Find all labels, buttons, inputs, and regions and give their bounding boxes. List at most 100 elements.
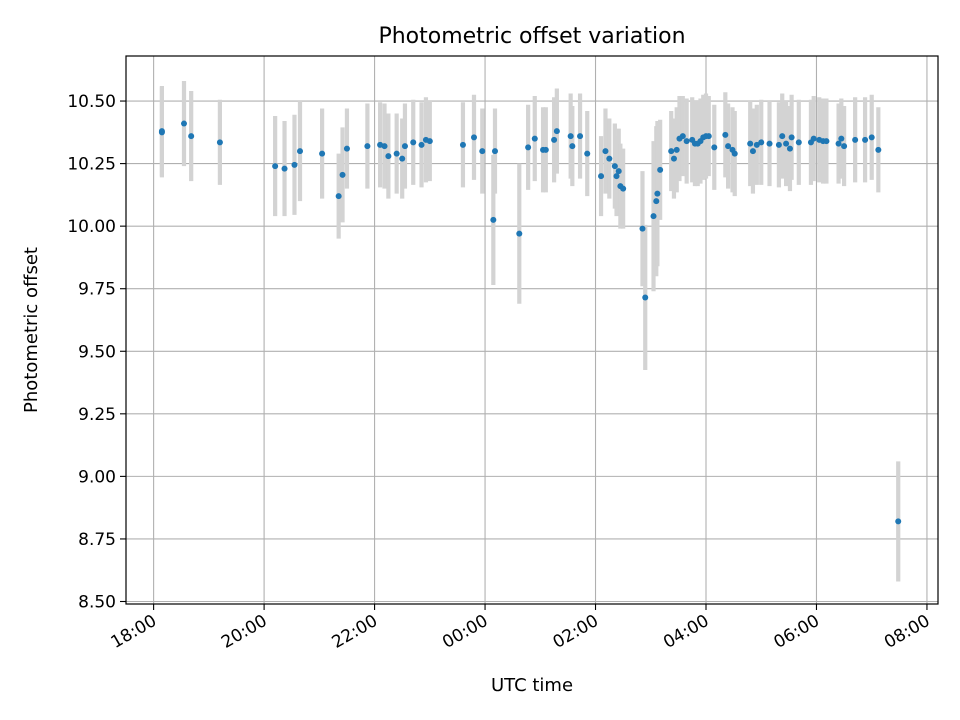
plot-frame xyxy=(125,55,939,605)
data-point xyxy=(639,225,646,232)
y-tick-label: 10.50 xyxy=(67,92,116,112)
data-point xyxy=(216,139,223,146)
data-point xyxy=(788,134,795,141)
data-point xyxy=(657,166,664,173)
data-point xyxy=(725,143,732,150)
y-tick-label: 8.75 xyxy=(78,530,116,550)
data-point xyxy=(525,144,532,151)
data-point xyxy=(862,136,869,143)
data-point xyxy=(426,138,433,145)
x-tick-label: 04:00 xyxy=(660,611,712,653)
data-point xyxy=(650,213,657,220)
data-point xyxy=(711,144,718,151)
x-tick-label: 22:00 xyxy=(329,611,381,653)
y-tick-label: 9.75 xyxy=(78,280,116,300)
error-bars xyxy=(159,81,901,582)
x-tick-label: 06:00 xyxy=(771,611,823,653)
data-point xyxy=(364,143,371,150)
data-point xyxy=(385,153,392,160)
x-axis-label: UTC time xyxy=(491,675,573,696)
data-point xyxy=(823,138,830,145)
data-point xyxy=(272,163,279,170)
data-point xyxy=(297,148,303,155)
x-tick-label: 08:00 xyxy=(881,611,933,653)
data-point xyxy=(418,141,425,148)
y-tick-label: 9.50 xyxy=(78,342,116,362)
x-tick-label: 02:00 xyxy=(550,611,602,653)
data-point xyxy=(758,139,765,146)
data-point xyxy=(838,135,845,142)
y-tick-label: 8.50 xyxy=(78,592,116,612)
data-point xyxy=(868,134,875,141)
data-point xyxy=(459,141,466,148)
data-point xyxy=(747,140,754,147)
data-point xyxy=(722,131,729,138)
data-point xyxy=(553,128,560,135)
data-point xyxy=(606,155,613,162)
data-point xyxy=(835,140,842,147)
data-point xyxy=(673,146,680,153)
data-point xyxy=(653,198,660,205)
data-point xyxy=(399,155,406,162)
data-point xyxy=(181,120,187,127)
y-tick-label: 9.25 xyxy=(78,405,116,425)
data-point xyxy=(567,133,574,140)
data-point xyxy=(810,135,817,142)
data-point xyxy=(598,173,605,180)
data-points xyxy=(158,120,902,525)
data-point xyxy=(642,294,649,301)
data-point xyxy=(343,145,350,152)
data-point xyxy=(749,148,756,155)
data-point xyxy=(335,193,342,200)
data-point xyxy=(393,150,400,157)
data-point xyxy=(401,143,408,150)
data-point xyxy=(479,148,486,155)
data-point xyxy=(281,165,288,172)
data-point xyxy=(319,150,326,157)
data-point xyxy=(613,173,620,180)
data-point xyxy=(670,155,677,162)
data-point xyxy=(577,133,584,140)
x-tick-label: 00:00 xyxy=(439,611,491,653)
data-point xyxy=(766,140,773,147)
data-point xyxy=(620,185,627,192)
data-point xyxy=(584,150,591,157)
data-point xyxy=(188,133,195,140)
data-point xyxy=(875,146,882,153)
data-point xyxy=(516,230,523,237)
data-point xyxy=(705,133,712,140)
data-point xyxy=(491,148,498,155)
data-point xyxy=(841,143,848,150)
data-point xyxy=(551,136,558,143)
data-point xyxy=(158,128,165,135)
data-point xyxy=(471,134,477,141)
data-point xyxy=(795,139,802,146)
data-point xyxy=(291,161,298,168)
data-point xyxy=(490,216,497,223)
axis-ticks: 18:00 20:00 22:00 00:00 02:00 04:00 06:00 08:00… xyxy=(67,92,933,653)
data-point xyxy=(679,133,686,140)
data-point xyxy=(531,135,538,142)
data-point xyxy=(783,140,790,147)
data-point xyxy=(569,143,576,150)
data-point xyxy=(381,143,388,150)
x-tick-label: 18:00 xyxy=(108,611,160,653)
y-tick-label: 10.00 xyxy=(67,217,116,237)
y-axis-label: Photometric offset xyxy=(21,247,42,413)
data-point xyxy=(611,163,618,170)
data-point xyxy=(410,139,417,146)
data-point xyxy=(786,145,793,152)
data-point xyxy=(683,138,690,145)
data-point xyxy=(615,168,622,175)
data-point xyxy=(542,146,549,153)
y-tick-label: 9.00 xyxy=(78,467,116,487)
data-point xyxy=(753,141,760,148)
data-point xyxy=(775,141,782,148)
y-tick-label: 10.25 xyxy=(67,155,116,175)
chart-title: Photometric offset variation xyxy=(378,24,685,49)
data-point xyxy=(852,136,859,143)
data-point xyxy=(654,190,661,197)
data-point xyxy=(668,148,675,155)
data-point xyxy=(895,518,902,525)
